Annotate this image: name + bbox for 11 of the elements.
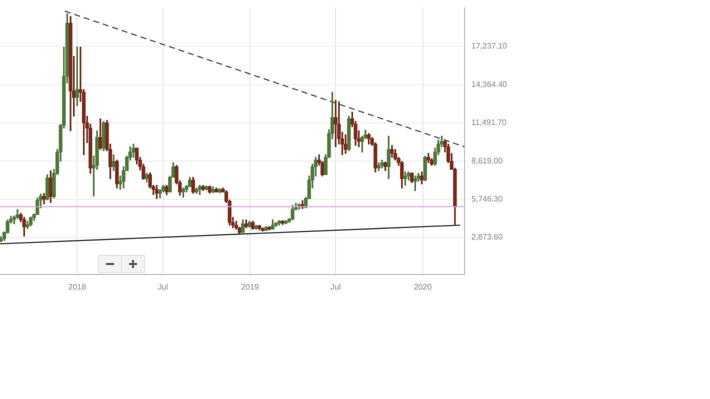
y-tick-label: 8,619.00 — [471, 156, 504, 166]
x-tick-label: 2019 — [241, 282, 260, 292]
x-tick-label: Jul — [330, 282, 341, 292]
y-tick-label: 17,237.10 — [471, 42, 508, 51]
x-tick-label: 2020 — [414, 282, 432, 292]
x-tick-label: Jul — [158, 282, 168, 292]
y-tick-label: 14,364.40 — [471, 80, 508, 89]
y-tick-label: 11,491.70 — [471, 118, 507, 128]
y-tick-label: 5,746.30 — [471, 194, 504, 204]
x-tick-label: 2018 — [68, 282, 87, 292]
y-tick-label: 2,873.60 — [471, 232, 504, 242]
